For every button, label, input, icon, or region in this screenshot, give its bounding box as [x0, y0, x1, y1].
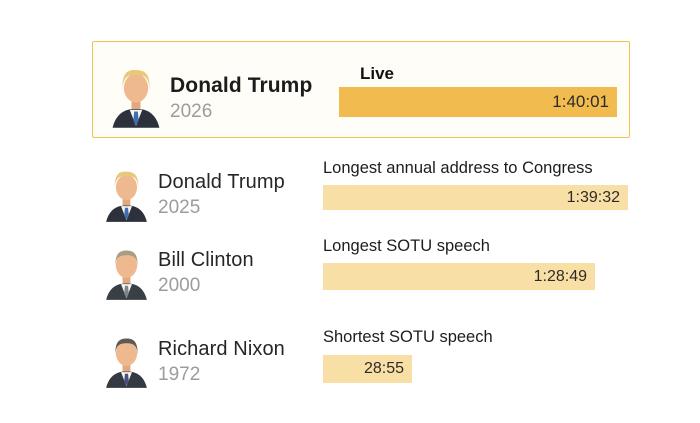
avatar-richard-nixon — [103, 332, 150, 392]
duration-bar-live: 1:40:01 — [339, 87, 617, 117]
avatar-bill-clinton — [103, 244, 150, 304]
duration-bar: 1:39:32 — [323, 185, 628, 210]
avatar-donald-trump-2026 — [109, 68, 163, 128]
president-name: Bill Clinton — [158, 249, 254, 271]
live-row-card: Donald Trump 2026 Live 1:40:01 — [92, 41, 630, 138]
person-portrait-icon — [112, 69, 160, 128]
person-portrait-icon — [106, 338, 147, 388]
speech-year: 2026 — [170, 101, 213, 122]
bar-annotation: Shortest SOTU speech — [323, 328, 493, 346]
bar-annotation: Longest annual address to Congress — [323, 159, 593, 177]
person-portrait-icon — [106, 171, 147, 222]
speech-year: 2000 — [158, 275, 201, 296]
avatar-donald-trump-2025 — [103, 166, 150, 226]
live-badge-label: Live — [360, 64, 395, 83]
duration-bar: 28:55 — [323, 355, 412, 383]
person-portrait-icon — [106, 250, 147, 300]
bar-annotation: Longest SOTU speech — [323, 237, 490, 255]
president-name: Richard Nixon — [158, 338, 285, 360]
speech-year: 2025 — [158, 197, 201, 218]
president-name: Donald Trump — [170, 74, 313, 97]
duration-bar: 1:28:49 — [323, 263, 595, 290]
president-name: Donald Trump — [158, 171, 285, 193]
speech-year: 1972 — [158, 364, 201, 385]
